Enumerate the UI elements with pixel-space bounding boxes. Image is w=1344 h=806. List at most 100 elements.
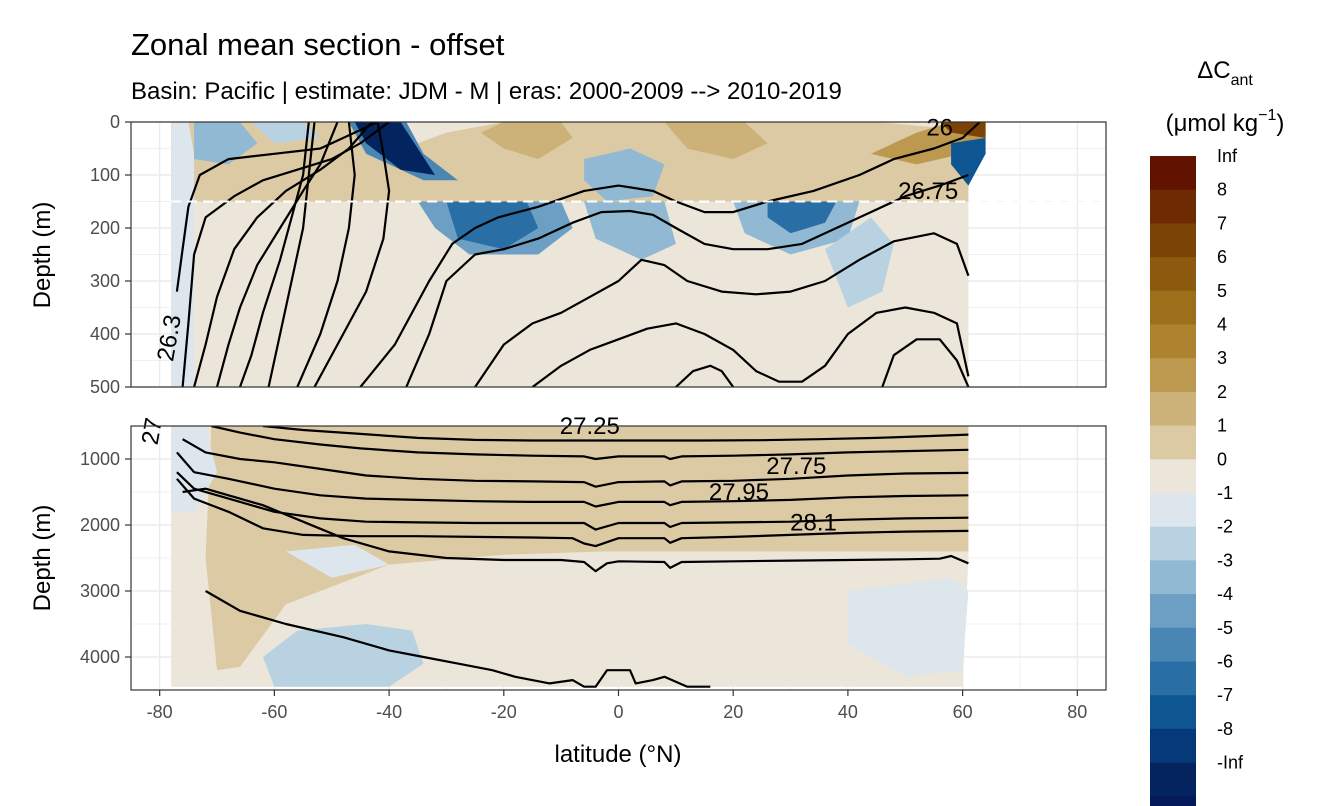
fill-negative-corner (951, 137, 986, 186)
contour-label: 27.75 (766, 453, 826, 480)
legend-label: Inf (1217, 146, 1238, 166)
legend-label: 1 (1217, 416, 1227, 436)
legend-title-main: ΔC (1197, 57, 1230, 84)
legend-unit-sup: −1 (1258, 107, 1276, 124)
legend-title-sub: ant (1231, 72, 1254, 89)
legend-unit: (μmol kg−1) (1166, 107, 1285, 137)
legend-swatch (1150, 223, 1196, 258)
contour-label: 28.1 (790, 509, 837, 536)
lower-y-axis-title: Depth (m) (29, 505, 56, 612)
legend-label: 6 (1217, 247, 1227, 267)
legend-swatch (1150, 290, 1196, 325)
x-tick-label: -40 (376, 702, 402, 722)
legend-label: 2 (1217, 382, 1227, 402)
isopycnal-contour (474, 232, 970, 387)
legend-swatch (1150, 189, 1196, 224)
legend-swatch (1150, 257, 1196, 292)
legend-swatch (1150, 391, 1196, 427)
legend-swatch (1150, 695, 1196, 730)
y-tick-label: 4000 (80, 647, 120, 667)
upper-y-axis: 0 100 200 300 400 500 (90, 112, 131, 397)
legend-swatch (1150, 358, 1196, 393)
isopycnal-contour (881, 338, 970, 387)
upper-contours (175, 122, 981, 387)
legend-swatch (1150, 425, 1196, 460)
isopycnal-contour (405, 173, 969, 387)
legend-label: 3 (1217, 348, 1227, 368)
lower-fill (171, 426, 969, 687)
isopycnal-contour (205, 590, 711, 688)
x-tick-label: 0 (613, 702, 623, 722)
legend-label: -Inf (1217, 753, 1244, 773)
fill-negative-patch (194, 122, 258, 165)
upper-panel-border (130, 121, 1107, 388)
contour-label: 27 (137, 416, 168, 447)
x-axis: -80 -60 -40 -20 0 20 40 60 80 (147, 690, 1087, 722)
legend-swatch (1150, 156, 1196, 191)
fill-positive-patch (480, 122, 573, 160)
legend-label: -4 (1217, 584, 1233, 604)
y-tick-label: 1000 (80, 449, 120, 469)
legend-unit-main: (μmol kg (1166, 110, 1259, 137)
isopycnal-contour (675, 364, 735, 387)
isopycnal-contour (238, 122, 310, 387)
x-tick-label: -20 (491, 702, 517, 722)
isopycnal-contour (296, 122, 356, 387)
legend-swatch (1150, 459, 1196, 494)
legend-label: -8 (1217, 719, 1233, 739)
x-tick-label: 40 (838, 702, 858, 722)
legend-label: -2 (1217, 517, 1233, 537)
legend-label: 0 (1217, 449, 1227, 469)
isopycnal-contour (267, 122, 316, 387)
legend-swatch (1150, 627, 1196, 662)
legend-swatch (1150, 594, 1196, 629)
chart-subtitle: Basin: Pacific | estimate: JDM - M | era… (131, 78, 842, 105)
fill-strong-negative (354, 122, 435, 175)
y-tick-label: 3000 (80, 581, 120, 601)
legend-label: -5 (1217, 618, 1233, 638)
isopycnal-contour (211, 426, 969, 461)
fill-negative-bottom (262, 624, 424, 687)
legend-swatch (1150, 493, 1196, 528)
legend-label: -7 (1217, 685, 1233, 705)
x-tick-label: -60 (261, 702, 287, 722)
legend-swatch (1150, 560, 1196, 595)
legend-labels: Inf 8 7 6 5 4 3 2 1 0 -1 -2 -3 -4 -5 -6 -7 -8 -Inf (1217, 146, 1244, 773)
legend: ΔCant (μmol kg−1) Inf 8 7 6 5 4 3 2 1 0 -1 -2 -3 -4 -5… (1150, 57, 1284, 806)
lower-y-axis: 1000 2000 3000 4000 (80, 449, 131, 667)
y-tick-label: 2000 (80, 515, 120, 535)
lower-contours (176, 426, 969, 688)
legend-swatch (1150, 324, 1196, 359)
legend-swatch (1150, 526, 1196, 561)
legend-label: 4 (1217, 315, 1227, 335)
isopycnal-contour (182, 487, 969, 573)
fill-negative-core-north (767, 201, 837, 234)
legend-label: -3 (1217, 550, 1233, 570)
fill-negative-small (285, 544, 390, 578)
isopycnal-contour (176, 478, 969, 548)
y-tick-label: 300 (90, 271, 120, 291)
contour-label: 26 (926, 114, 953, 141)
fill-positive-body (205, 426, 969, 671)
legend-swatch (1150, 796, 1196, 806)
legend-swatch (1150, 728, 1196, 764)
y-tick-label: 100 (90, 165, 120, 185)
x-tick-label: 20 (723, 702, 743, 722)
isopycnal-contour (313, 122, 391, 387)
fill-positive-patch (664, 122, 768, 160)
chart-title: Zonal mean section - offset (131, 27, 505, 62)
y-tick-label: 500 (90, 377, 120, 397)
legend-swatch (1150, 661, 1196, 696)
legend-swatch (1150, 762, 1196, 797)
fill-negative-patch (251, 122, 321, 144)
x-tick-label: -80 (147, 702, 173, 722)
legend-colorbar (1150, 156, 1196, 806)
legend-label: 7 (1217, 213, 1227, 233)
upper-fill (171, 122, 986, 387)
legend-label: -1 (1217, 483, 1233, 503)
y-tick-label: 200 (90, 218, 120, 238)
